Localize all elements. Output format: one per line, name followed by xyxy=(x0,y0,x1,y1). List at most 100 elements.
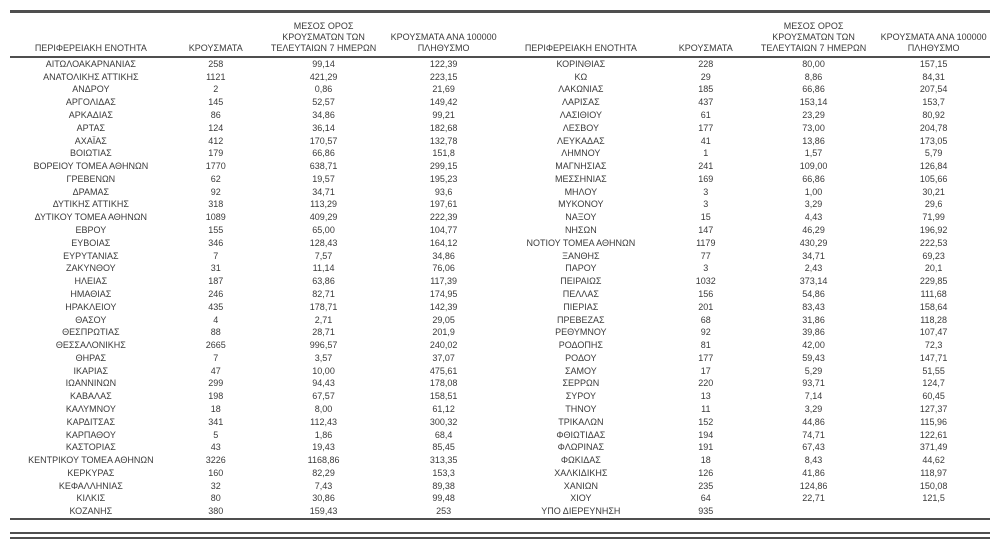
region-cell: ΗΛΕΙΑΣ xyxy=(74,276,108,287)
table-row: ΣΑΜΟΥ 17 5,29 51,55 xyxy=(500,365,990,378)
per100k-cell: 122,39 xyxy=(429,58,458,69)
per100k-cell: 173,05 xyxy=(919,135,948,146)
per100k-cell: 68,4 xyxy=(434,429,453,440)
region-cell: ΤΗΝΟΥ xyxy=(565,403,597,414)
avg7-cell: 638,71 xyxy=(309,161,338,172)
column-header-per100k: ΚΡΟΥΣΜΑΤΑ ΑΝΑ 100000 ΠΛΗΘΥΣΜΟ xyxy=(877,13,990,58)
per100k-cell: 107,47 xyxy=(919,327,948,338)
region-cell: ΚΩ xyxy=(574,71,588,82)
avg7-cell: 52,57 xyxy=(312,97,335,108)
region-cell: ΑΡΤΑΣ xyxy=(76,122,106,133)
cases-cell: 2 xyxy=(213,84,219,95)
table-body-right: ΚΟΡΙΝΘΙΑΣ 228 80,00 157,15 ΚΩ 29 8,86 84,31 ΛΑΚΩ… xyxy=(500,57,990,521)
per100k-cell: 151,8 xyxy=(432,148,455,159)
table-row: ΠΕΛΛΑΣ 156 54,86 111,68 xyxy=(500,288,990,301)
cases-cell: 156 xyxy=(698,288,714,299)
region-cell: ΣΑΜΟΥ xyxy=(564,365,597,376)
region-cell: ΒΟΡΕΙΟΥ ΤΟΜΕΑ ΑΘΗΝΩΝ xyxy=(33,161,149,172)
cases-cell: 2665 xyxy=(205,340,226,351)
table-row: ΚΑΛΥΜΝΟΥ 18 8,00 61,12 xyxy=(10,403,500,416)
cases-cell: 241 xyxy=(698,161,714,172)
per100k-cell: 115,96 xyxy=(920,416,948,427)
cases-cell: 220 xyxy=(698,378,714,389)
region-cell: ΚΙΛΚΙΣ xyxy=(76,493,106,504)
avg7-cell: 3,29 xyxy=(804,199,823,210)
cases-cell: 1032 xyxy=(695,276,716,287)
avg7-cell: 2,71 xyxy=(314,314,333,325)
avg7-cell: 73,00 xyxy=(802,122,825,133)
avg7-cell: 63,86 xyxy=(312,276,335,287)
per100k-cell: 240,02 xyxy=(429,340,458,351)
per100k-cell: 204,78 xyxy=(919,122,948,133)
column-header-region: ΠΕΡΙΦΕΡΕΙΑΚΗ ΕΝΟΤΗΤΑ xyxy=(500,13,662,58)
table-row: ΠΡΕΒΕΖΑΣ 68 31,86 118,28 xyxy=(500,314,990,327)
avg7-cell: 41,86 xyxy=(802,467,825,478)
table-row: ΝΟΤΙΟΥ ΤΟΜΕΑ ΑΘΗΝΩΝ 1179 430,29 222,53 xyxy=(500,237,990,250)
cases-cell: 15 xyxy=(700,212,711,223)
region-cell: ΑΡΓΟΛΙΔΑΣ xyxy=(65,97,116,108)
avg7-cell: 66,86 xyxy=(802,84,825,95)
region-cell: ΡΟΔΟΥ xyxy=(565,352,597,363)
cases-cell: 81 xyxy=(700,340,711,351)
table-row: ΗΛΕΙΑΣ 187 63,86 117,39 xyxy=(10,275,500,288)
per100k-cell: 111,68 xyxy=(920,288,947,299)
avg7-cell: 36,14 xyxy=(312,122,335,133)
avg7-cell: 112,43 xyxy=(310,416,337,427)
per100k-cell: 299,15 xyxy=(429,161,458,172)
per100k-cell: 37,07 xyxy=(432,352,455,363)
table-row: ΑΧΑΪΑΣ 412 170,57 132,78 xyxy=(10,135,500,148)
avg7-cell: 1,00 xyxy=(804,186,823,197)
region-cell: ΚΑΒΑΛΑΣ xyxy=(70,391,112,402)
cases-cell: 77 xyxy=(700,250,711,261)
table-row: ΣΥΡΟΥ 13 7,14 60,45 xyxy=(500,390,990,403)
cases-cell: 228 xyxy=(698,58,714,69)
table-header-right: ΠΕΡΙΦΕΡΕΙΑΚΗ ΕΝΟΤΗΤΑ ΚΡΟΥΣΜΑΤΑ ΜΕΣΟΣ ΟΡΟ… xyxy=(500,13,990,58)
cases-cell: 179 xyxy=(208,148,224,159)
per100k-cell: 51,55 xyxy=(922,365,945,376)
avg7-cell: 34,71 xyxy=(312,186,335,197)
cases-cell: 3 xyxy=(703,186,709,197)
region-cell: ΕΥΒΟΙΑΣ xyxy=(71,237,111,248)
avg7-cell: 109,00 xyxy=(799,161,828,172)
per100k-cell: 30,21 xyxy=(922,186,945,197)
per100k-cell: 149,42 xyxy=(429,97,458,108)
cases-cell: 86 xyxy=(210,110,221,121)
avg7-cell: 39,86 xyxy=(802,327,825,338)
avg7-cell: 373,14 xyxy=(799,276,828,287)
cases-cell: 147 xyxy=(698,225,714,236)
table-row: ΗΡΑΚΛΕΙΟΥ 435 178,71 142,39 xyxy=(10,301,500,314)
region-cell: ΜΗΛΟΥ xyxy=(564,186,598,197)
cases-cell: 68 xyxy=(700,314,711,325)
avg7-cell: 94,43 xyxy=(312,378,335,389)
region-cell: ΔΡΑΜΑΣ xyxy=(72,186,110,197)
per100k-cell: 300,32 xyxy=(429,416,458,427)
region-cell: ΘΗΡΑΣ xyxy=(75,352,107,363)
region-cell: ΓΡΕΒΕΝΩΝ xyxy=(66,173,116,184)
table-row: ΧΑΛΚΙΔΙΚΗΣ 126 41,86 118,97 xyxy=(500,467,990,480)
table-row: ΠΑΡΟΥ 3 2,43 20,1 xyxy=(500,263,990,276)
bottom-double-rule xyxy=(10,532,990,540)
per100k-cell: 147,71 xyxy=(919,352,948,363)
avg7-cell: 128,43 xyxy=(309,237,338,248)
table-row: ΡΕΘΥΜΝΟΥ 92 39,86 107,47 xyxy=(500,326,990,339)
table-row: ΒΟΡΕΙΟΥ ΤΟΜΕΑ ΑΘΗΝΩΝ 1770 638,71 299,15 xyxy=(10,160,500,173)
table-header-left: ΠΕΡΙΦΕΡΕΙΑΚΗ ΕΝΟΤΗΤΑ ΚΡΟΥΣΜΑΤΑ ΜΕΣΟΣ ΟΡΟ… xyxy=(10,13,500,58)
cases-cell: 155 xyxy=(208,225,224,236)
per100k-cell: 124,7 xyxy=(922,378,945,389)
cases-cell: 126 xyxy=(698,467,714,478)
avg7-cell: 7,57 xyxy=(314,250,333,261)
avg7-cell: 23,29 xyxy=(802,110,825,121)
table-row: ΕΥΒΟΙΑΣ 346 128,43 164,12 xyxy=(10,237,500,250)
per100k-cell: 104,77 xyxy=(429,225,458,236)
avg7-cell: 22,71 xyxy=(802,493,825,504)
cases-cell: 7 xyxy=(213,352,219,363)
per100k-cell: 142,39 xyxy=(429,301,458,312)
table-row: ΝΗΣΩΝ 147 46,29 196,92 xyxy=(500,224,990,237)
table-row: ΚΑΡΔΙΤΣΑΣ 341 112,43 300,32 xyxy=(10,416,500,429)
cases-cell: 191 xyxy=(698,442,714,453)
region-cell: ΝΑΞΟΥ xyxy=(565,212,597,223)
table-row: ΡΟΔΟΠΗΣ 81 42,00 72,3 xyxy=(500,339,990,352)
region-cell: ΠΙΕΡΙΑΣ xyxy=(563,301,599,312)
per100k-cell: 60,45 xyxy=(922,391,945,402)
avg7-cell: 67,57 xyxy=(312,391,335,402)
